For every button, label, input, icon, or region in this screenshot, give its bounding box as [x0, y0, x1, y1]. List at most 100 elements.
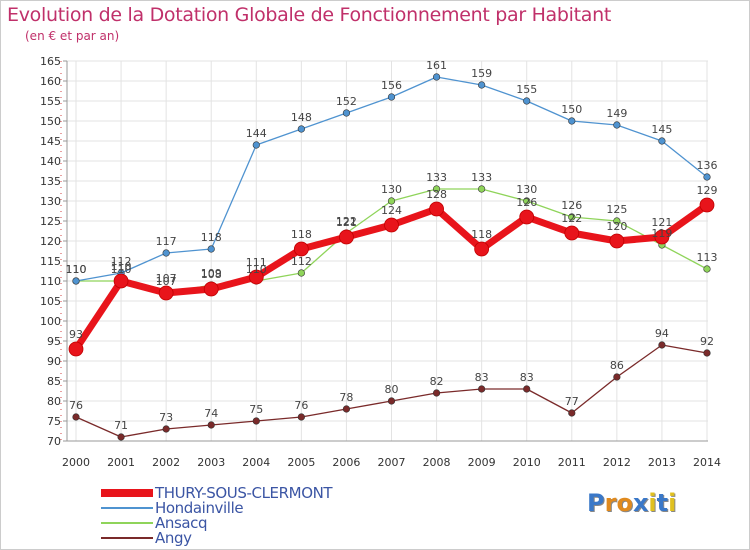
y-tick-label: 75: [47, 415, 61, 428]
data-point: [248, 269, 264, 285]
legend-label: THURY-SOUS-CLERMONT: [155, 484, 333, 502]
data-point: [568, 213, 576, 221]
y-tick-label: 165: [40, 55, 61, 68]
data-point: [293, 241, 309, 257]
plot-area: [67, 61, 708, 441]
y-tick-label: 140: [40, 155, 61, 168]
data-point: [339, 229, 354, 245]
data-label: 110: [246, 263, 267, 276]
data-label: 77: [565, 395, 579, 408]
data-label: 156: [381, 79, 402, 92]
y-tick-label: 155: [40, 95, 61, 108]
data-label: 121: [651, 216, 672, 229]
data-point: [523, 385, 531, 393]
data-label: 121: [336, 216, 357, 229]
y-tick-label: 130: [40, 195, 61, 208]
y-tick-label: 100: [40, 315, 61, 328]
data-label: 112: [111, 255, 132, 268]
logo-letter: x: [632, 489, 649, 517]
data-label: 133: [426, 171, 447, 184]
legend-label: Ansacq: [155, 514, 208, 532]
data-label: 122: [561, 212, 582, 225]
y-tick-label: 135: [40, 175, 61, 188]
data-point: [342, 405, 351, 413]
data-label: 111: [246, 256, 267, 269]
data-point: [68, 341, 84, 357]
data-point: [429, 201, 444, 217]
x-tick-label: 2007: [378, 456, 406, 469]
data-point: [117, 433, 125, 441]
x-tick-label: 2010: [513, 456, 541, 469]
data-point: [432, 185, 441, 193]
data-label: 148: [291, 111, 312, 124]
data-point: [609, 233, 625, 249]
y-tick-label: 145: [40, 135, 61, 148]
data-label: 155: [516, 83, 537, 96]
data-point: [699, 197, 715, 213]
data-point: [384, 217, 399, 233]
x-tick-label: 2014: [693, 456, 721, 469]
data-label: 161: [426, 59, 447, 72]
data-label: 125: [606, 203, 627, 216]
x-tick-label: 2002: [152, 456, 180, 469]
data-label: 109: [201, 267, 222, 280]
x-tick-label: 2009: [468, 456, 496, 469]
data-label: 120: [606, 220, 627, 233]
data-point: [297, 125, 305, 133]
data-label: 76: [69, 399, 83, 412]
data-point: [113, 273, 129, 289]
chart-title: Evolution de la Dotation Globale de Fonc…: [7, 4, 612, 26]
data-point: [162, 249, 170, 257]
data-point: [568, 117, 576, 125]
logo-letter: P: [587, 489, 605, 517]
data-point: [658, 341, 666, 349]
data-point: [252, 141, 260, 149]
data-point: [613, 217, 621, 225]
data-point: [387, 197, 396, 205]
data-label: 150: [561, 103, 582, 116]
legend-swatch: [101, 537, 153, 539]
data-point: [658, 137, 666, 145]
data-point: [72, 277, 80, 285]
data-point: [568, 409, 576, 417]
data-label: 83: [475, 371, 489, 384]
y-tick-label: 110: [40, 275, 61, 288]
legend-label: Hondainville: [155, 499, 244, 517]
legend-label: Angy: [155, 529, 192, 547]
data-label: 144: [246, 127, 267, 140]
data-point: [474, 241, 490, 257]
y-tick-label: 115: [40, 255, 61, 268]
y-tick-label: 85: [47, 375, 61, 388]
x-tick-label: 2011: [558, 456, 586, 469]
x-tick-label: 2004: [242, 456, 270, 469]
data-point: [523, 197, 531, 205]
data-label: 124: [381, 204, 402, 217]
y-tick-label: 120: [40, 235, 61, 248]
data-label: 110: [66, 263, 87, 276]
data-point: [478, 385, 486, 393]
data-label: 82: [430, 375, 444, 388]
data-label: 119: [651, 227, 672, 240]
data-point: [252, 417, 260, 425]
data-point: [207, 245, 215, 253]
x-tick-label: 2008: [423, 456, 451, 469]
data-point: [654, 229, 670, 245]
y-tick-label: 150: [40, 115, 61, 128]
data-label: 93: [69, 328, 83, 341]
data-label: 118: [201, 231, 222, 244]
data-point: [564, 225, 580, 241]
data-point: [613, 373, 621, 381]
data-label: 86: [610, 359, 624, 372]
data-label: 83: [520, 371, 534, 384]
data-label: 108: [201, 268, 222, 281]
x-tick-label: 2006: [332, 456, 360, 469]
logo-letter: i: [668, 489, 677, 517]
data-label: 122: [336, 215, 357, 228]
legend-swatch: [101, 489, 153, 497]
data-point: [703, 349, 711, 357]
data-point: [72, 413, 80, 421]
data-label: 149: [606, 107, 627, 120]
x-tick-label: 2001: [107, 456, 135, 469]
y-tick-label: 70: [47, 435, 61, 448]
